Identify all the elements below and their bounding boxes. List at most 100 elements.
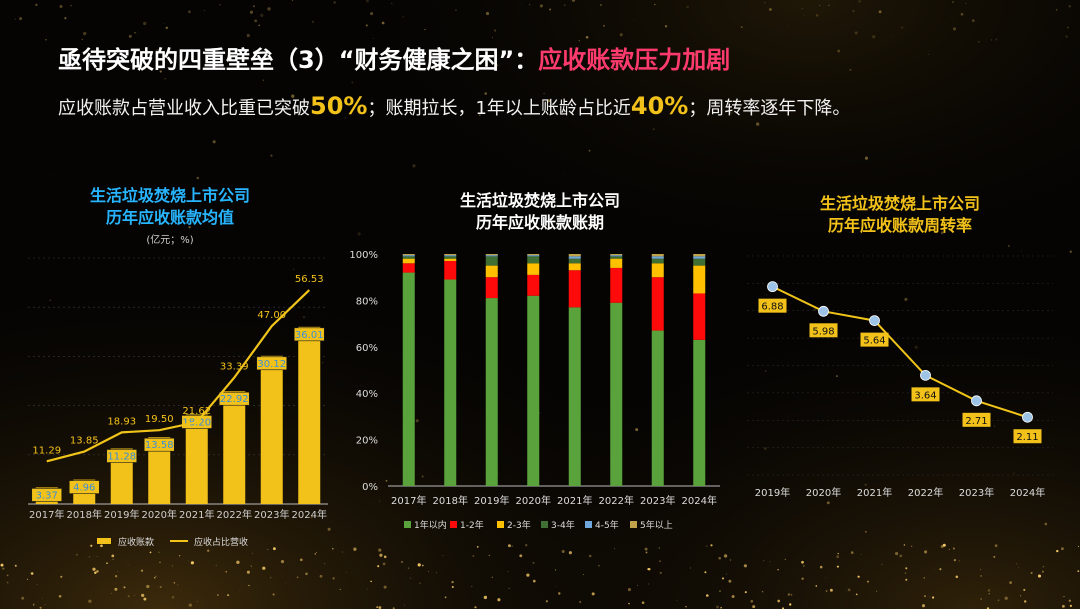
chart3-label-box — [758, 298, 787, 313]
chart2-legend-label: 1-2年 — [460, 519, 484, 531]
sparkle — [1015, 563, 1017, 565]
sparkle — [578, 39, 581, 42]
sparkle — [94, 571, 97, 574]
sparkle — [346, 572, 347, 573]
sparkle — [955, 575, 959, 579]
sparkle — [815, 585, 818, 587]
sparkle — [196, 176, 200, 180]
sparkle — [488, 554, 490, 556]
sparkle — [1020, 1, 1021, 3]
sparkle — [339, 588, 341, 590]
chart3-marker — [818, 305, 829, 317]
sparkle — [952, 27, 957, 31]
sparkle — [1063, 596, 1065, 598]
sparkle — [81, 38, 84, 41]
sparkle — [940, 231, 944, 235]
sparkle — [761, 590, 764, 593]
sparkle — [829, 588, 833, 592]
chart2-legend-swatch — [541, 521, 548, 528]
sparkle — [725, 573, 727, 575]
sparkle — [251, 552, 253, 554]
chart1-x-tick: 2021年 — [179, 508, 214, 521]
sparkle — [876, 590, 878, 592]
sparkle — [689, 567, 691, 569]
sparkle — [1069, 250, 1073, 253]
sparkle — [676, 599, 678, 601]
sparkle — [412, 164, 416, 168]
sparkle — [855, 593, 858, 596]
chart2-bar-segment — [651, 277, 664, 331]
sparkle — [928, 54, 929, 56]
sparkle — [159, 585, 162, 589]
sparkle — [327, 527, 331, 531]
chart3-x-tick: 2019年 — [755, 486, 790, 499]
sparkle — [435, 572, 438, 574]
sparkle — [26, 578, 29, 580]
chart1-line-label: 19.50 — [145, 414, 174, 425]
sparkle — [1023, 588, 1026, 591]
sparkle — [333, 1, 336, 4]
chart2-bar-segment — [527, 263, 540, 275]
sparkle — [128, 34, 132, 38]
sparkle — [603, 24, 605, 27]
chart2-y-tick: 0% — [362, 482, 378, 493]
sparkle — [619, 33, 623, 37]
sparkle — [728, 579, 732, 583]
sparkle — [521, 3, 522, 5]
sparkle — [217, 594, 219, 596]
chart3-data-label: 6.88 — [761, 302, 783, 313]
sparkle — [756, 122, 760, 126]
sparkle — [92, 567, 96, 571]
sparkle — [588, 554, 592, 558]
sparkle — [980, 598, 982, 600]
sparkle — [484, 92, 487, 95]
sparkle — [1009, 581, 1012, 584]
sparkle — [379, 500, 381, 502]
chart2-bar-segment — [568, 258, 581, 264]
chart1-x-tick: 2017年 — [29, 508, 64, 521]
sparkle — [1042, 566, 1044, 568]
sparkle — [296, 576, 299, 579]
sparkle — [496, 64, 499, 67]
chart2-bar-segment — [402, 272, 415, 486]
sparkle — [134, 31, 136, 34]
chart3-label-box — [1013, 429, 1042, 444]
sparkle — [154, 577, 156, 579]
sparkle — [583, 574, 585, 576]
sparkle — [1061, 604, 1065, 608]
chart3-marker — [920, 369, 931, 381]
sparkle — [196, 600, 198, 602]
sparkle — [979, 568, 981, 570]
sparkle — [923, 577, 925, 579]
sparkle — [215, 564, 217, 566]
sparkle — [588, 149, 591, 152]
sparkle — [539, 4, 543, 8]
sparkle — [377, 565, 380, 568]
chart1-bar-label-box — [31, 488, 63, 502]
sparkle — [826, 501, 830, 505]
chart2-legend-swatch — [404, 521, 411, 528]
sparkle — [158, 551, 160, 553]
sparkle — [710, 544, 713, 547]
chart3-x-tick: 2024年 — [1010, 486, 1045, 499]
sparkle — [1068, 599, 1071, 602]
chart2-bar-segment — [444, 255, 457, 257]
sparkle — [273, 547, 276, 551]
sparkle — [143, 597, 147, 601]
sparkle — [837, 552, 839, 555]
sparkle — [357, 232, 361, 236]
sparkle — [96, 570, 99, 573]
sparkle — [269, 576, 272, 579]
chart2-bar-segment — [527, 274, 540, 296]
chart1-bar — [260, 355, 283, 504]
chart2-legend-swatch — [497, 521, 504, 528]
chart2-legend-label: 5年以上 — [640, 519, 673, 531]
sparkle — [260, 13, 264, 18]
chart3-data-label: 2.11 — [1016, 432, 1038, 443]
chart1-bar-label-box — [143, 437, 175, 452]
chart1-bar — [148, 437, 171, 504]
sparkle — [305, 572, 308, 576]
sparkle — [112, 558, 115, 561]
chart2-x-tick: 2024年 — [682, 494, 717, 507]
